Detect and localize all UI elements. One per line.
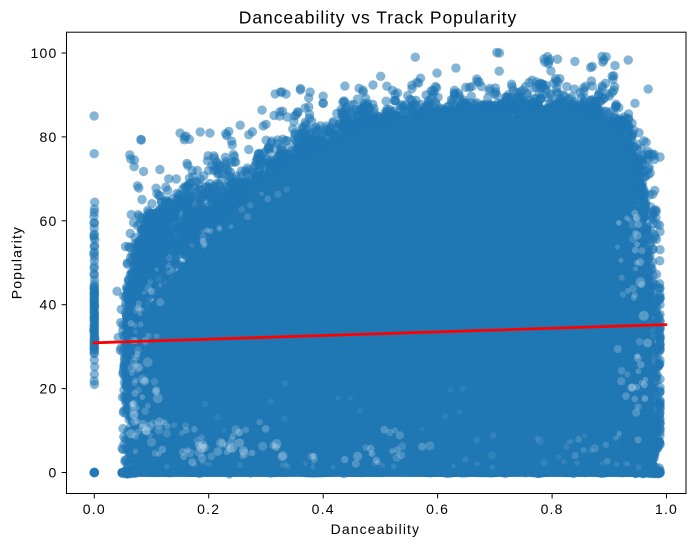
svg-text:0.8: 0.8 xyxy=(541,501,564,517)
svg-text:0.4: 0.4 xyxy=(312,501,335,517)
svg-text:80: 80 xyxy=(40,129,58,145)
svg-text:0: 0 xyxy=(49,465,58,481)
svg-text:Danceability: Danceability xyxy=(331,521,420,537)
svg-text:0.0: 0.0 xyxy=(83,501,106,517)
svg-text:Popularity: Popularity xyxy=(9,226,25,299)
svg-text:20: 20 xyxy=(40,381,58,397)
svg-text:0.2: 0.2 xyxy=(197,501,220,517)
svg-text:1.0: 1.0 xyxy=(655,501,678,517)
svg-text:Danceability vs Track Populari: Danceability vs Track Popularity xyxy=(239,8,517,28)
svg-text:40: 40 xyxy=(40,297,58,313)
svg-text:60: 60 xyxy=(40,213,58,229)
svg-text:100: 100 xyxy=(31,45,58,61)
svg-text:0.6: 0.6 xyxy=(426,501,449,517)
